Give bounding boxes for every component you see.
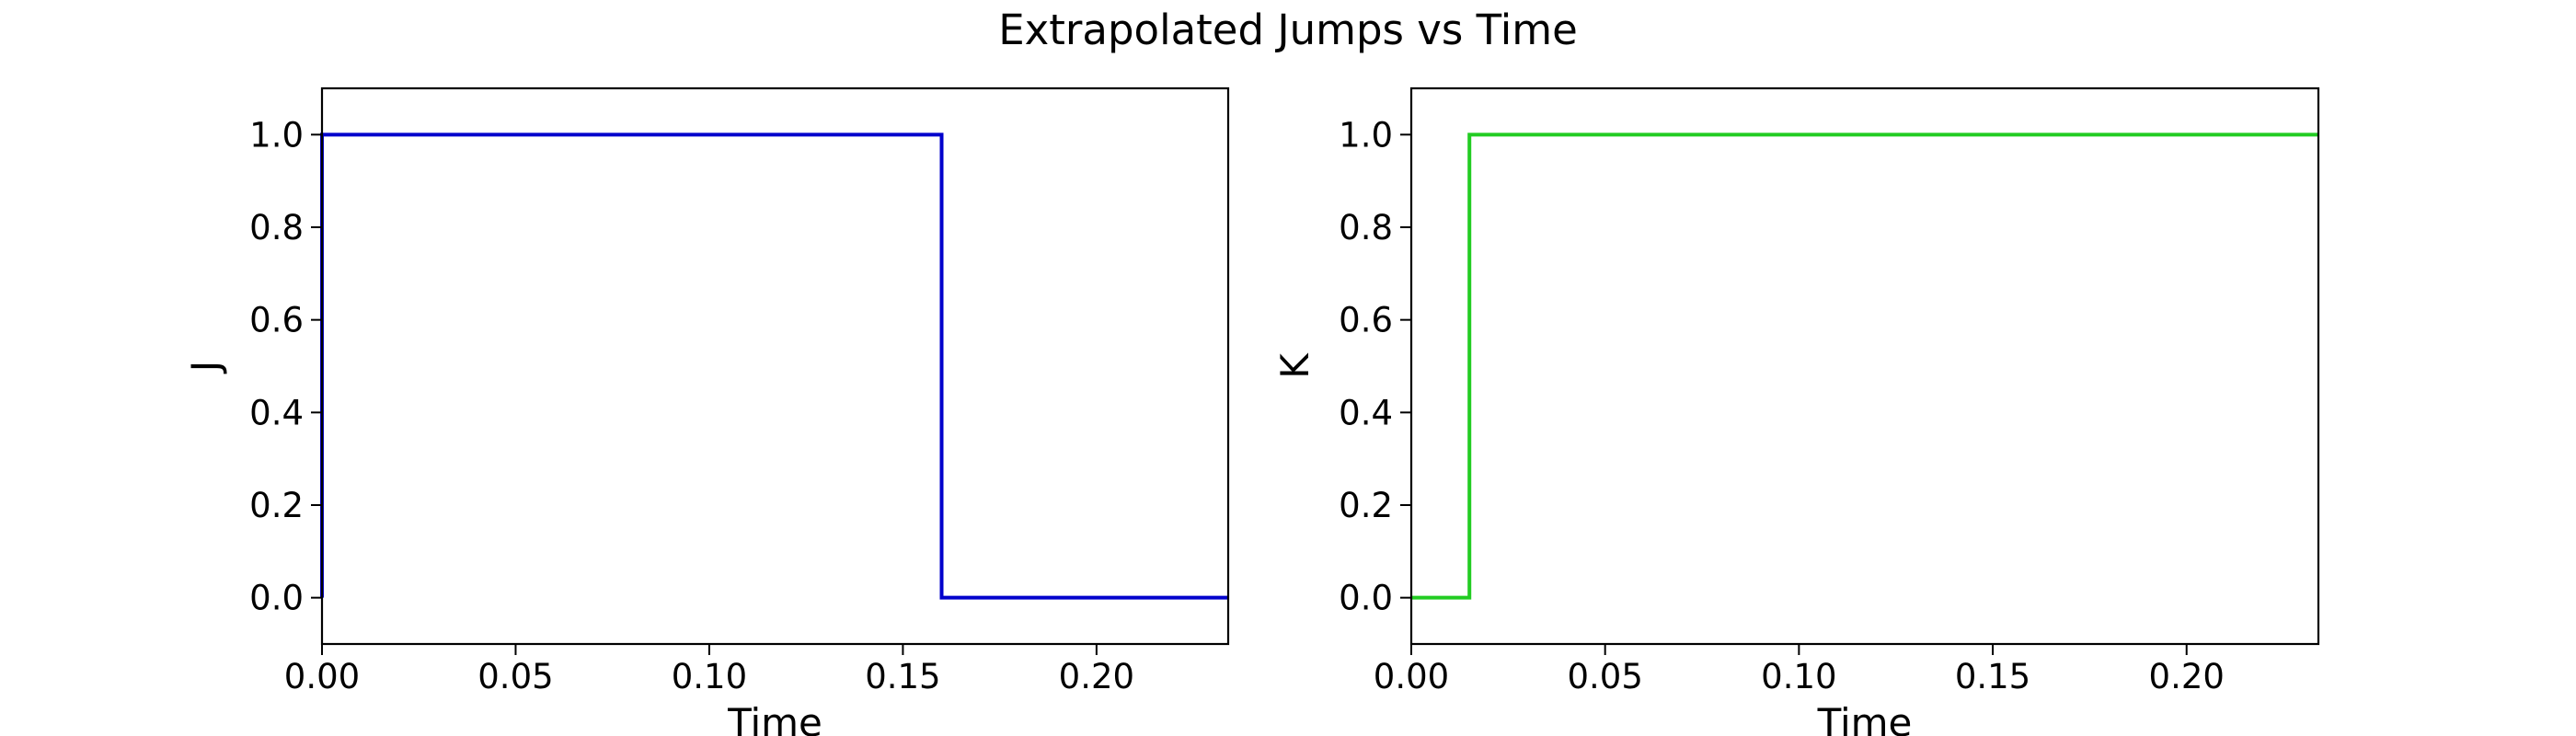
- panel-k-y-tick-label: 0.2: [1339, 486, 1393, 525]
- panel-k-y-tick-label: 1.0: [1339, 115, 1393, 155]
- panel-j-y-tick-label: 0.6: [249, 301, 304, 340]
- panel-j-x-tick-label: 0.00: [284, 657, 360, 696]
- panel-j-y-tick-label: 0.8: [249, 208, 304, 247]
- panel-k-axes-frame: [1409, 86, 2320, 646]
- panel-j-x-tick-label: 0.10: [672, 657, 747, 696]
- panel-j-y-axis-label: J: [183, 361, 228, 374]
- panel-j-y-tick-label: 0.4: [249, 393, 304, 432]
- panel-j-series-line: [320, 132, 1228, 600]
- panel-j-x-tick-label: 0.20: [1059, 657, 1134, 696]
- panel-j-y-tick-label: 0.0: [249, 579, 304, 618]
- panel-k-y-tick-label: 0.8: [1339, 208, 1393, 247]
- chart-title: Extrapolated Jumps vs Time: [998, 6, 1578, 54]
- panel-k-y-tick-label: 0.0: [1339, 579, 1393, 618]
- panel-j: 0.00 0.05 0.10 0.15 0.20 0.0 0.2 0.4 0.6 0.8 1.0 Ti…: [183, 86, 1230, 736]
- panel-j-x-axis-label: Time: [727, 700, 822, 736]
- panel-j-y-tick-label: 1.0: [249, 115, 304, 155]
- panel-k-x-axis-label: Time: [1817, 700, 1913, 736]
- panel-k-x-tick-label: 0.15: [1955, 657, 2030, 696]
- panel-k-x-tick-label: 0.00: [1374, 657, 1449, 696]
- panel-k-x-tick-label: 0.20: [2149, 657, 2225, 696]
- panel-k-x-tick-label: 0.05: [1567, 657, 1642, 696]
- panel-k-y-axis-label: K: [1272, 352, 1317, 379]
- panel-j-x-tick-label: 0.05: [477, 657, 553, 696]
- panel-k-y-tick-label: 0.6: [1339, 301, 1393, 340]
- panel-j-axes-frame: [320, 86, 1230, 646]
- panel-k-y-tick-label: 0.4: [1339, 393, 1393, 432]
- panel-k-series-line: [1411, 132, 2318, 600]
- panel-j-x-tick-label: 0.15: [865, 657, 940, 696]
- panel-k-x-tick-label: 0.10: [1761, 657, 1836, 696]
- panel-j-y-tick-label: 0.2: [249, 486, 304, 525]
- panel-k: 0.00 0.05 0.10 0.15 0.20 0.0 0.2 0.4 0.6 0.8 1.0 Ti…: [1272, 86, 2320, 736]
